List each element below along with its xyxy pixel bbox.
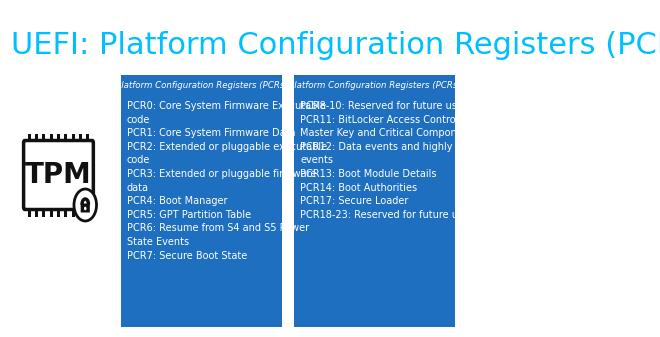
Circle shape xyxy=(84,207,86,210)
Text: UEFI: Platform Configuration Registers (PCRs): UEFI: Platform Configuration Registers (… xyxy=(11,31,660,60)
Text: PCR0: Core System Firmware Executable
code
PCR1: Core System Firmware Data
PCR2:: PCR0: Core System Firmware Executable co… xyxy=(127,101,327,261)
Bar xyxy=(65,133,67,143)
Bar xyxy=(35,133,38,143)
Bar xyxy=(28,208,30,216)
Circle shape xyxy=(74,189,96,221)
Text: PCR8-10: Reserved for future use
PCR11: BitLocker Access Control: Volume
Master : PCR8-10: Reserved for future use PCR11: … xyxy=(300,101,501,220)
Bar xyxy=(28,133,30,143)
Bar xyxy=(50,133,53,143)
Bar xyxy=(72,133,75,143)
Bar xyxy=(42,133,46,143)
Bar xyxy=(65,208,67,216)
Bar xyxy=(42,208,46,216)
FancyBboxPatch shape xyxy=(121,75,282,327)
FancyBboxPatch shape xyxy=(294,75,455,327)
Bar xyxy=(35,208,38,216)
Bar xyxy=(86,208,89,216)
Bar xyxy=(79,133,82,143)
Bar xyxy=(72,208,75,216)
Bar xyxy=(86,133,89,143)
Bar xyxy=(57,133,60,143)
Text: Platform Configuration Registers (PCRs): Platform Configuration Registers (PCRs) xyxy=(115,82,287,91)
FancyBboxPatch shape xyxy=(81,204,90,213)
Bar xyxy=(57,208,60,216)
Bar xyxy=(79,208,82,216)
Bar xyxy=(50,208,53,216)
FancyBboxPatch shape xyxy=(24,141,93,210)
Text: TPM: TPM xyxy=(25,161,92,189)
Text: Platform Configuration Registers (PCRs): Platform Configuration Registers (PCRs) xyxy=(289,82,461,91)
